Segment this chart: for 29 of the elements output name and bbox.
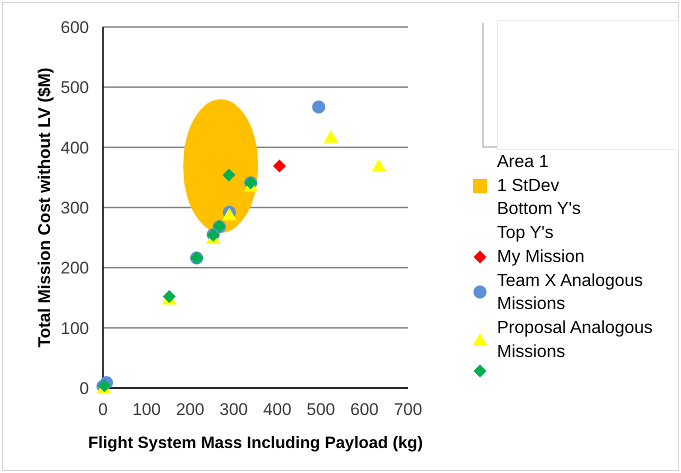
x-tick-label: 200 [176,400,204,420]
legend-label: Team X Analogous Missions [497,270,643,314]
legend-label: My Mission [497,246,585,266]
legend-label: Proposal Analogous Missions [497,316,653,361]
y-tick-label: 200 [60,258,89,278]
x-tick-label: 300 [220,400,248,420]
text: Bottom Y's [497,198,581,218]
point [324,130,338,143]
x-tick-label: 100 [132,400,161,420]
y-tick-label: 0 [80,379,89,398]
text: Top Y's [497,222,554,242]
x-axis-title: Flight System Mass Including Payload (kg) [88,434,423,452]
point [312,100,326,114]
x-tick-label: 700 [394,400,422,420]
point [272,159,286,172]
y-tick-label: 100 [60,318,89,338]
point [222,168,236,182]
x-tick-label: 0 [98,400,108,420]
y-tick-label: 400 [60,138,89,158]
y-tick-label: 300 [60,198,89,218]
x-tick-label: 400 [263,400,292,420]
text: Area 1 [497,151,549,171]
x-tick-label: 600 [350,400,379,420]
point [371,158,386,172]
y-axis-title: Total Mission Cost without LV ($M) [34,68,54,348]
legend-label: 1 StDev [497,174,560,195]
y-tick-label: 500 [60,78,89,98]
y-tick-label: 600 [60,18,89,38]
x-tick-label: 500 [306,400,336,420]
